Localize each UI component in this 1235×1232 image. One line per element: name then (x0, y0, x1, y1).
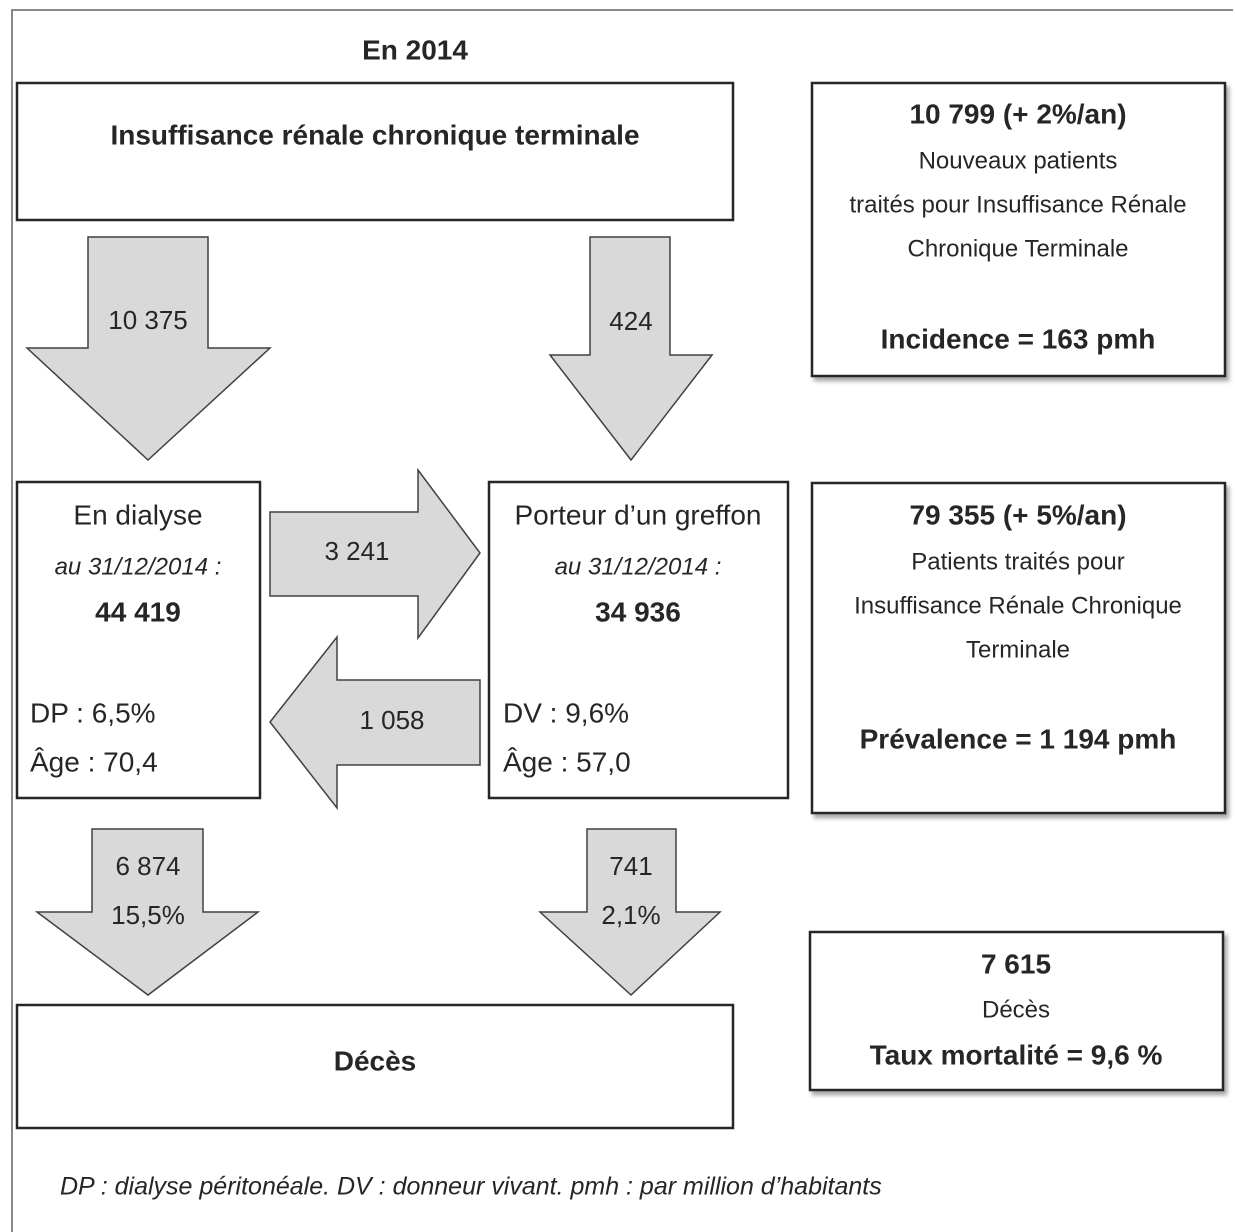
side-line: Insuffisance Rénale Chronique (854, 592, 1182, 619)
box-date: au 31/12/2014 : (55, 553, 222, 580)
side-line: Chronique Terminale (907, 235, 1128, 262)
side-line: Décès (982, 996, 1050, 1023)
dialysis-box (15, 480, 262, 800)
arrow-label: 741 (609, 851, 652, 881)
box-count: 44 419 (95, 596, 181, 627)
side-line: traités pour Insuffisance Rénale (849, 191, 1186, 218)
title: En 2014 (362, 34, 468, 65)
side-footer: Prévalence = 1 194 pmh (860, 723, 1177, 754)
arrow-label: 1 058 (359, 705, 424, 735)
arrow-down (538, 828, 722, 997)
arrow-down (25, 236, 272, 462)
side-footer: Incidence = 163 pmh (881, 323, 1156, 354)
graft-box (487, 480, 790, 800)
deaths-label: Décès (334, 1045, 417, 1076)
side-line: Nouveaux patients (919, 147, 1118, 174)
box-line: DP : 6,5% (30, 697, 156, 728)
arrow-down (34, 828, 261, 996)
arrow-label: 15,5% (111, 900, 185, 930)
side-box (810, 81, 1227, 378)
top-box-label: Insuffisance rénale chronique terminale (110, 119, 639, 150)
box-title: Porteur d’un greffon (515, 499, 762, 530)
side-headline: 79 355 (+ 5%/an) (909, 499, 1126, 530)
arrow-left (269, 634, 481, 811)
side-line: Patients traités pour (911, 548, 1124, 575)
box-title: En dialyse (73, 499, 202, 530)
arrow-label: 424 (609, 306, 652, 336)
footnote: DP : dialyse péritonéale. DV : donneur v… (60, 1173, 882, 1201)
box-line: DV : 9,6% (503, 697, 629, 728)
side-box (808, 930, 1225, 1092)
side-box (810, 481, 1227, 815)
arrow-label: 10 375 (108, 305, 188, 335)
box-line: Âge : 70,4 (30, 746, 158, 777)
side-headline: 10 799 (+ 2%/an) (909, 98, 1126, 129)
box-count: 34 936 (595, 596, 681, 627)
frame (11, 9, 1233, 1232)
arrow-down (548, 236, 714, 462)
arrow-right (269, 467, 481, 641)
side-footer: Taux mortalité = 9,6 % (870, 1039, 1163, 1070)
box-date: au 31/12/2014 : (555, 553, 722, 580)
arrow-label: 3 241 (324, 536, 389, 566)
top-box (15, 81, 735, 222)
side-line: Terminale (966, 636, 1070, 663)
deaths-box (15, 1003, 735, 1130)
box-line: Âge : 57,0 (503, 746, 631, 777)
arrow-label: 2,1% (601, 900, 660, 930)
arrow-label: 6 874 (115, 851, 180, 881)
side-headline: 7 615 (981, 948, 1051, 979)
